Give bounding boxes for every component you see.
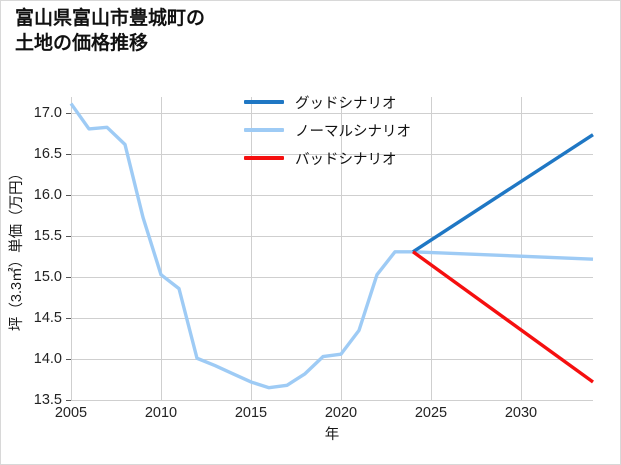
gridline-horizontal bbox=[71, 277, 593, 279]
gridline-vertical bbox=[251, 97, 252, 400]
y-tick-label: 14.5 bbox=[33, 310, 62, 327]
gridline-vertical bbox=[71, 97, 72, 400]
y-tick-label: 15.5 bbox=[33, 228, 62, 245]
legend-item-label: ノーマルシナリオ bbox=[295, 123, 411, 140]
legend-color-swatch bbox=[244, 128, 284, 132]
gridline-horizontal bbox=[71, 318, 593, 320]
y-tick-label: 17.0 bbox=[33, 105, 62, 122]
gridline-vertical bbox=[341, 97, 342, 400]
y-tick-mark bbox=[66, 400, 71, 401]
y-tick-mark bbox=[66, 195, 71, 197]
x-tick-label: 2010 bbox=[144, 405, 178, 421]
gridline-horizontal bbox=[71, 400, 593, 401]
chart-legend: グッドシナリオ ノーマルシナリオ バッドシナリオ bbox=[244, 93, 411, 168]
gridline-horizontal bbox=[71, 113, 593, 115]
page-title: 富山県富山市豊城町の 土地の価格推移 bbox=[15, 8, 206, 54]
y-tick-mark bbox=[66, 277, 71, 279]
x-tick-label: 2005 bbox=[54, 405, 88, 421]
x-tick-label: 2030 bbox=[504, 405, 538, 421]
legend-item[interactable]: グッドシナリオ bbox=[244, 93, 411, 112]
y-tick-label: 14.0 bbox=[33, 351, 62, 368]
plot-area: 13.5 14.0 14.5 15.0 15.5 16.0 16.5 17.0 2005 201… bbox=[34, 97, 594, 421]
y-tick-mark bbox=[66, 236, 71, 238]
y-axis-label-text: 坪（3.3㎡）単価（万円） bbox=[9, 165, 26, 332]
gridline-vertical bbox=[521, 97, 522, 400]
y-tick-mark bbox=[66, 154, 71, 156]
gridline-horizontal bbox=[71, 359, 593, 361]
plot-background bbox=[71, 97, 593, 400]
legend-item[interactable]: ノーマルシナリオ bbox=[244, 121, 411, 140]
y-tick-mark bbox=[66, 113, 71, 115]
gridline-vertical bbox=[431, 97, 432, 400]
y-tick-label: 16.5 bbox=[33, 146, 62, 163]
legend-color-swatch bbox=[244, 100, 284, 104]
legend-item-label: グッドシナリオ bbox=[295, 95, 397, 112]
gridline-horizontal bbox=[71, 195, 593, 197]
y-axis-label: 坪（3.3㎡）単価（万円） bbox=[3, 97, 29, 400]
gridline-horizontal bbox=[71, 236, 593, 238]
legend-color-swatch bbox=[244, 156, 284, 160]
y-tick-label: 16.0 bbox=[33, 187, 62, 204]
legend-item[interactable]: バッドシナリオ bbox=[244, 149, 411, 168]
gridline-horizontal bbox=[71, 154, 593, 156]
series-line bbox=[412, 133, 594, 254]
legend-item-label: バッドシナリオ bbox=[295, 151, 397, 168]
gridline-vertical bbox=[161, 97, 162, 400]
y-tick-label: 15.0 bbox=[33, 269, 62, 286]
x-tick-label: 2015 bbox=[234, 405, 268, 421]
y-tick-label: 13.5 bbox=[33, 392, 62, 408]
x-tick-label: 2020 bbox=[324, 405, 358, 421]
y-tick-mark bbox=[66, 359, 71, 361]
series-line bbox=[412, 250, 594, 384]
x-tick-label: 2025 bbox=[414, 405, 448, 421]
y-tick-mark bbox=[66, 318, 71, 320]
series-layer bbox=[69, 102, 594, 390]
series-line bbox=[69, 102, 594, 390]
x-axis-label: 年 bbox=[324, 427, 340, 443]
